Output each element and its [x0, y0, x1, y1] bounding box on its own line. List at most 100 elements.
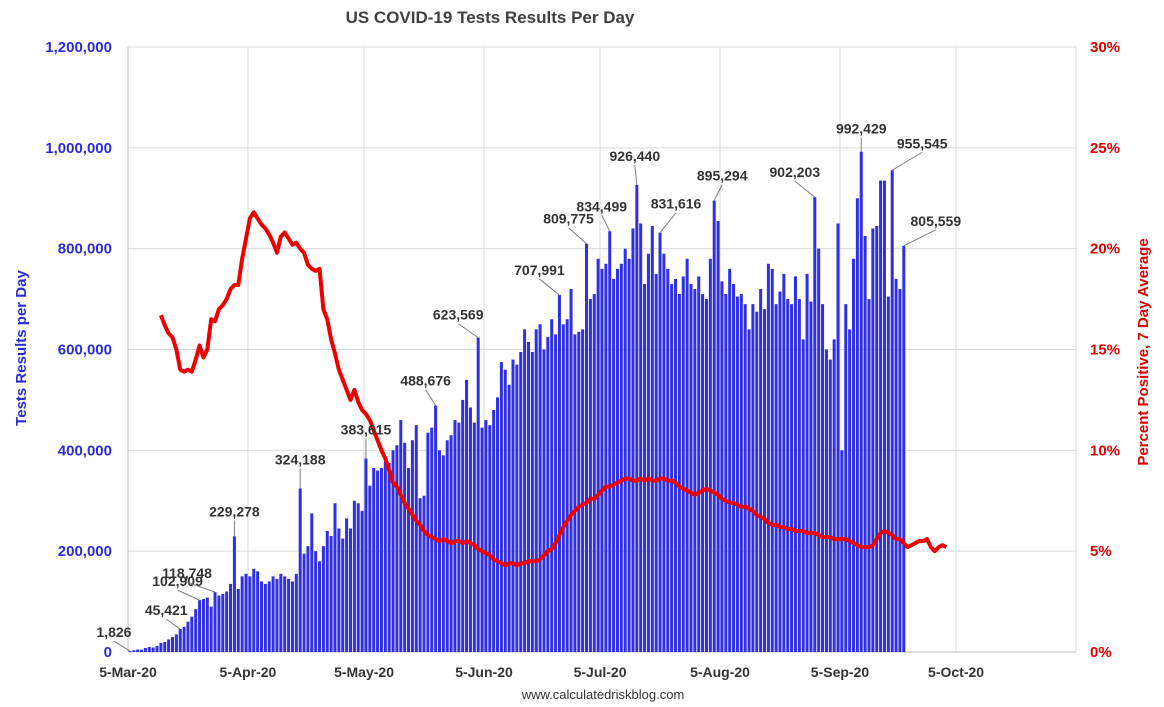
right-axis-ticks: 0% 5% 10% 15% 20% 25% 30% [1090, 39, 1120, 661]
annotation-label: 707,991 [514, 262, 565, 278]
bar [240, 576, 244, 653]
bar [275, 578, 279, 652]
bar [643, 283, 647, 652]
bar [283, 576, 287, 653]
bar [441, 455, 445, 653]
left-tick-label: 800,000 [58, 241, 112, 258]
bar [840, 450, 844, 652]
bar [550, 319, 554, 652]
bar [658, 232, 662, 653]
right-tick-label: 20% [1090, 241, 1120, 258]
bar [298, 488, 302, 652]
bar [379, 467, 383, 652]
bar [480, 427, 484, 652]
bar [399, 420, 403, 652]
bar [163, 641, 167, 652]
annotation-label: 229,278 [209, 503, 260, 519]
bar [221, 594, 225, 652]
x-tick-label: 5-May-20 [334, 664, 394, 680]
bar [797, 299, 801, 652]
bar [190, 616, 194, 652]
bar [693, 289, 697, 652]
bar [259, 581, 263, 652]
left-tick-label: 200,000 [58, 543, 112, 560]
bar [615, 268, 619, 652]
bar [619, 263, 623, 652]
bar [321, 546, 325, 653]
bar [898, 289, 902, 652]
annotation-label: 324,188 [275, 452, 326, 468]
annotation-leader [601, 215, 611, 232]
annotation-label: 809,775 [543, 211, 594, 227]
annotation-leader [177, 589, 200, 601]
left-tick-label: 0 [104, 644, 112, 661]
bar [232, 536, 236, 652]
bar [554, 334, 558, 653]
bar [337, 528, 341, 652]
right-tick-label: 30% [1090, 39, 1120, 56]
bar [503, 369, 507, 652]
bar [348, 528, 352, 652]
left-axis-label: Tests Results per Day [13, 270, 30, 426]
bar [670, 283, 674, 652]
bar [167, 639, 171, 652]
annotation-label: 623,569 [433, 307, 484, 323]
bar [252, 568, 256, 652]
bar [511, 359, 515, 652]
bar [364, 458, 368, 652]
bar [186, 621, 190, 652]
bar [507, 384, 511, 652]
bar [476, 337, 480, 652]
bar [561, 324, 565, 652]
bar [147, 646, 151, 652]
bar [650, 225, 654, 653]
annotation-label: 1,826 [96, 624, 131, 640]
left-tick-label: 1,200,000 [45, 39, 112, 56]
bar [666, 268, 670, 652]
bar [128, 651, 132, 652]
bar [770, 268, 774, 652]
annotation-leader [165, 618, 181, 630]
bar [716, 220, 720, 652]
bar [732, 283, 736, 652]
bar [314, 551, 318, 652]
annotation-label: 902,203 [770, 164, 821, 180]
bar [824, 349, 828, 652]
bar [635, 184, 639, 653]
bar [136, 649, 140, 652]
bar [256, 571, 260, 652]
bar [677, 294, 681, 652]
annotation-leader [568, 227, 587, 245]
bar [484, 420, 488, 652]
bar [368, 485, 372, 653]
bar [523, 329, 527, 652]
left-axis-ticks: 0 200,000 400,000 600,000 800,000 1,000,000 1,… [45, 39, 112, 661]
bar [178, 629, 182, 652]
bar [844, 304, 848, 653]
right-tick-label: 25% [1090, 140, 1120, 157]
bar [813, 197, 817, 652]
bar [225, 591, 229, 652]
bar [759, 289, 763, 652]
bar [728, 268, 732, 652]
bar [685, 258, 689, 652]
bar [318, 561, 322, 652]
bar [209, 606, 213, 653]
x-tick-label: 5-Sep-20 [811, 664, 870, 680]
bar [395, 445, 399, 652]
chart-title: US COVID-19 Tests Results Per Day [346, 8, 635, 27]
bar [488, 425, 492, 653]
bar [573, 334, 577, 653]
bar [735, 296, 739, 652]
right-axis-label: Percent Positive, 7 Day Average [1135, 238, 1152, 465]
annotation-label: 831,616 [651, 196, 702, 212]
bar [821, 304, 825, 653]
bar [569, 289, 573, 652]
bar [623, 248, 627, 653]
bar [882, 180, 886, 652]
bar [832, 339, 836, 652]
x-tick-label: 5-Oct-20 [928, 664, 984, 680]
bar [391, 450, 395, 652]
bar [766, 263, 770, 652]
annotation-leader [457, 323, 479, 339]
